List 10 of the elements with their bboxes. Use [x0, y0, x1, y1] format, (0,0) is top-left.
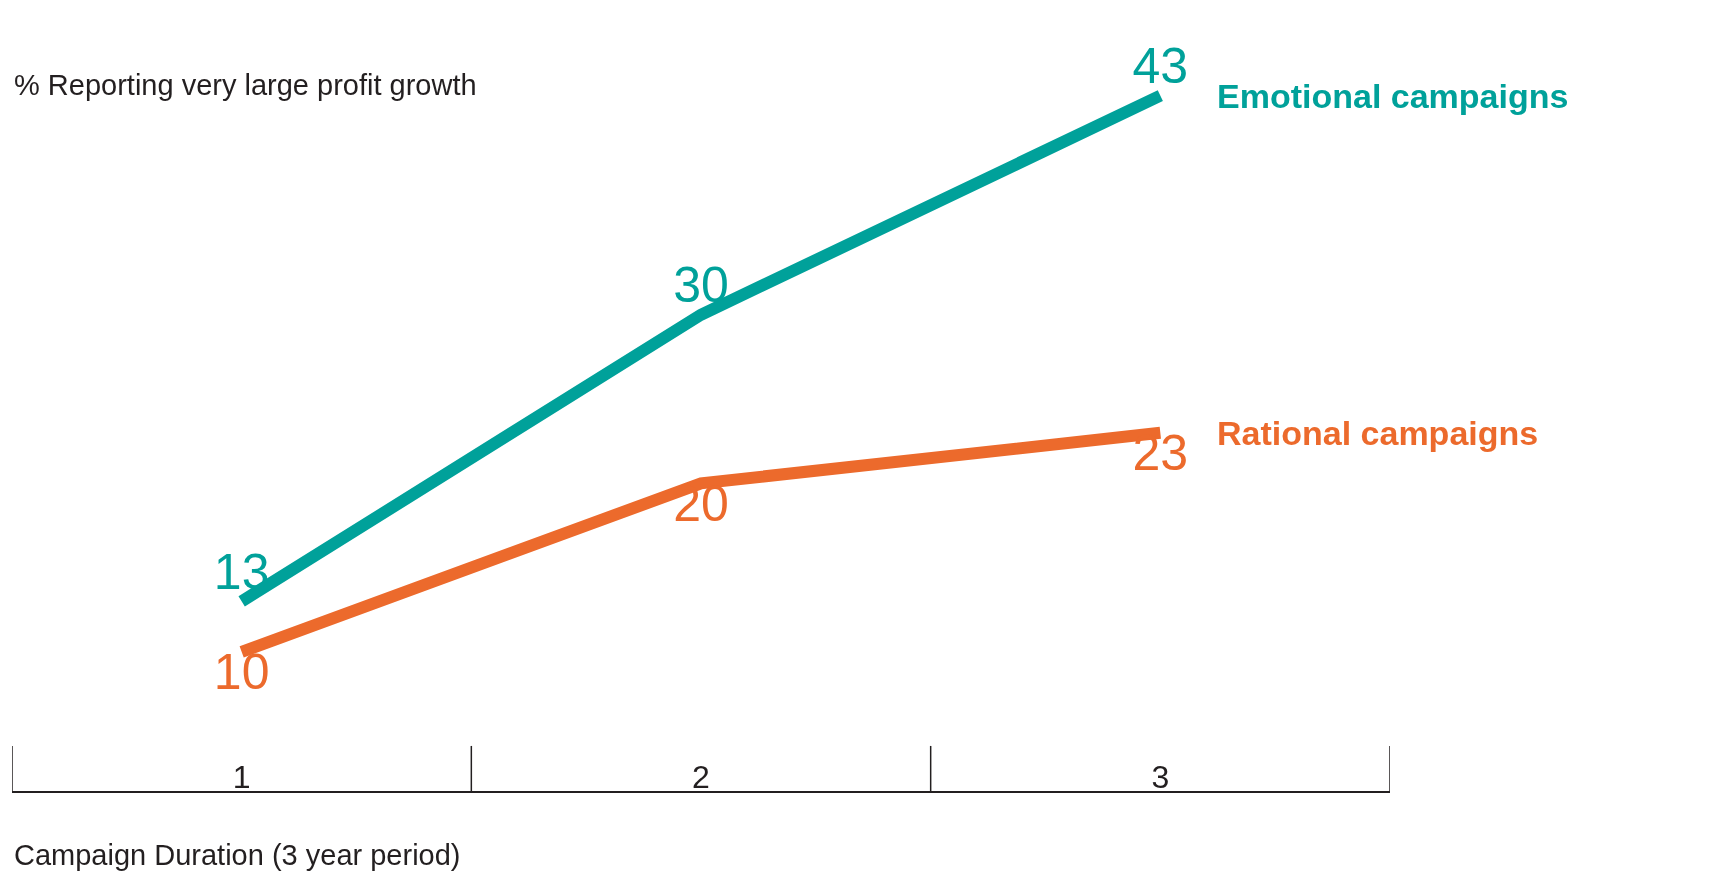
series-label: Emotional campaigns [1217, 77, 1569, 115]
x-tick-label: 3 [1151, 759, 1170, 795]
series-label: Rational campaigns [1217, 414, 1539, 452]
x-tick-label: 2 [692, 759, 710, 795]
x-axis-title: Campaign Duration (3 year period) [14, 839, 461, 871]
data-label: 30 [673, 257, 729, 314]
data-label: 43 [1132, 38, 1189, 95]
data-label: 10 [213, 644, 270, 701]
y-axis-title: % Reporting very large profit growth [14, 69, 477, 101]
x-tick-label: 1 [232, 759, 251, 795]
